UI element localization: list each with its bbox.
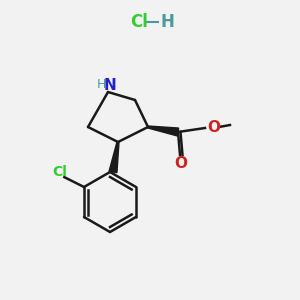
- Text: Cl: Cl: [52, 165, 67, 179]
- Polygon shape: [109, 142, 119, 173]
- Text: H: H: [160, 13, 174, 31]
- Polygon shape: [148, 126, 179, 136]
- Text: N: N: [103, 77, 116, 92]
- Text: Cl: Cl: [130, 13, 148, 31]
- Text: O: O: [208, 119, 220, 134]
- Text: O: O: [175, 157, 188, 172]
- Text: H: H: [96, 79, 106, 92]
